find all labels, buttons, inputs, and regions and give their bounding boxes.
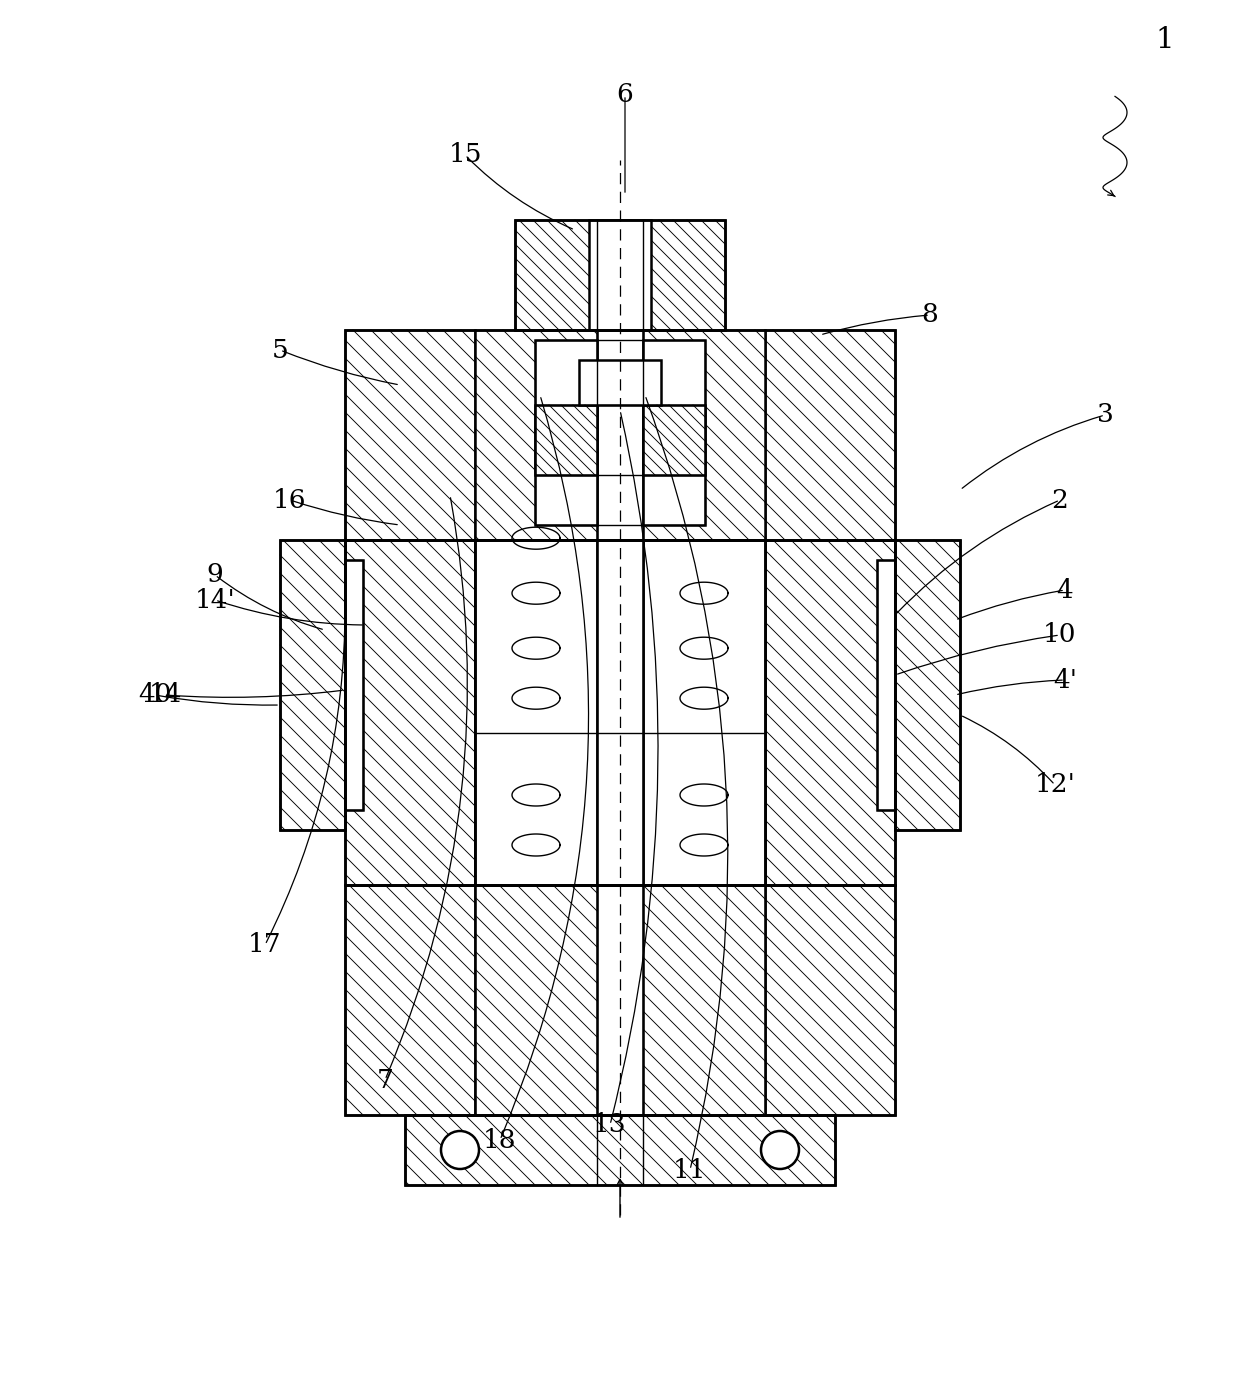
Bar bbox=[345, 540, 475, 884]
Circle shape bbox=[761, 1131, 799, 1169]
Text: 7: 7 bbox=[377, 1067, 393, 1092]
Text: 11: 11 bbox=[673, 1158, 707, 1183]
Bar bbox=[405, 1115, 835, 1184]
Text: 17: 17 bbox=[248, 932, 281, 957]
Bar bbox=[475, 540, 596, 884]
Bar bbox=[345, 540, 895, 884]
Bar bbox=[515, 220, 725, 331]
Bar bbox=[765, 884, 895, 1115]
Text: 5: 5 bbox=[272, 338, 289, 363]
Bar bbox=[515, 220, 725, 331]
Bar bbox=[475, 884, 765, 1115]
Bar bbox=[589, 220, 651, 331]
Text: 18: 18 bbox=[484, 1127, 517, 1152]
Text: 2: 2 bbox=[1052, 487, 1069, 512]
Bar bbox=[877, 559, 895, 810]
Bar bbox=[765, 331, 895, 540]
Text: 3: 3 bbox=[1096, 403, 1114, 427]
Text: 16: 16 bbox=[273, 487, 306, 512]
Bar bbox=[280, 540, 345, 830]
Bar bbox=[579, 360, 661, 405]
Text: 14: 14 bbox=[149, 682, 182, 707]
Bar bbox=[345, 884, 475, 1115]
Bar bbox=[345, 884, 895, 1115]
Bar bbox=[596, 884, 644, 1115]
Bar bbox=[534, 340, 596, 525]
Text: 12': 12' bbox=[1034, 773, 1075, 798]
Bar bbox=[765, 540, 895, 884]
Bar bbox=[534, 405, 706, 476]
Bar bbox=[475, 540, 765, 884]
Bar bbox=[644, 405, 706, 476]
Text: 6: 6 bbox=[616, 82, 634, 107]
Bar bbox=[405, 1115, 835, 1184]
Bar bbox=[534, 340, 706, 525]
Bar bbox=[345, 559, 363, 810]
Bar bbox=[345, 559, 363, 810]
Bar bbox=[475, 884, 765, 1115]
Text: 15: 15 bbox=[448, 142, 482, 167]
Text: 14': 14' bbox=[195, 587, 236, 612]
Bar bbox=[280, 540, 345, 830]
Bar bbox=[345, 331, 895, 540]
Bar bbox=[644, 540, 765, 884]
Bar bbox=[345, 331, 475, 540]
Text: 4': 4' bbox=[1053, 667, 1078, 692]
Bar bbox=[895, 540, 960, 830]
Bar bbox=[596, 331, 644, 540]
Bar bbox=[534, 405, 596, 476]
Bar bbox=[644, 340, 706, 525]
Bar bbox=[475, 540, 765, 884]
Text: 4: 4 bbox=[1056, 578, 1074, 603]
Text: 40: 40 bbox=[138, 682, 172, 707]
Bar bbox=[895, 540, 960, 830]
Circle shape bbox=[441, 1131, 479, 1169]
Text: 9: 9 bbox=[207, 562, 223, 587]
Text: 1: 1 bbox=[1156, 27, 1174, 54]
Text: 8: 8 bbox=[921, 303, 939, 328]
Text: 10: 10 bbox=[1043, 622, 1076, 647]
Text: 13: 13 bbox=[593, 1112, 626, 1137]
Bar bbox=[877, 559, 895, 810]
Bar bbox=[596, 540, 644, 884]
Bar bbox=[475, 331, 765, 540]
